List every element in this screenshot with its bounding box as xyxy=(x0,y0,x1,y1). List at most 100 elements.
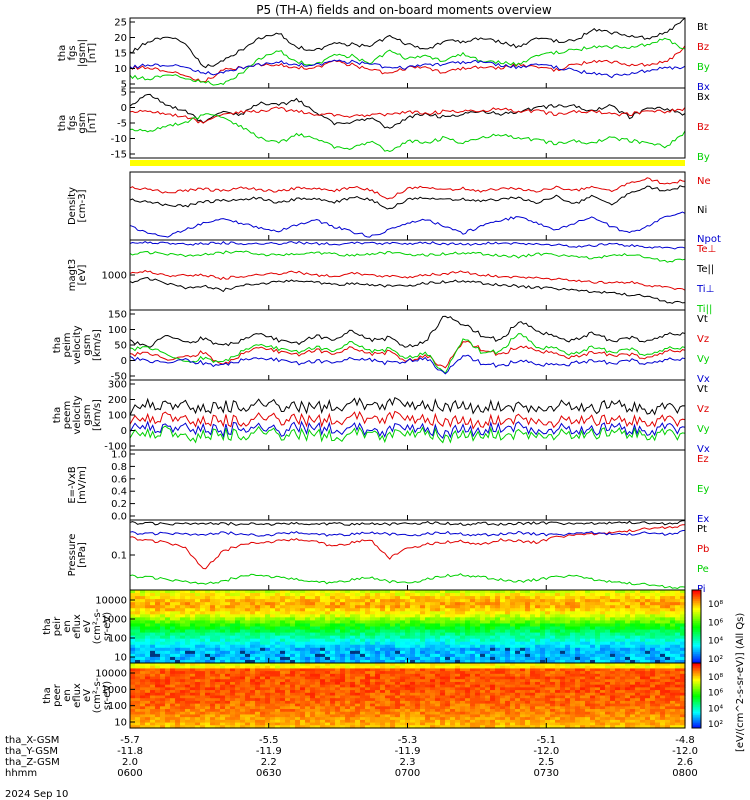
peer-spectrogram-cell xyxy=(650,668,656,672)
peir-spectrogram-cell xyxy=(450,644,456,649)
peir-spectrogram-cell xyxy=(455,620,461,625)
peir-spectrogram-cell xyxy=(325,614,331,618)
peer-spectrogram-cell xyxy=(190,668,196,672)
peer-spectrogram-cell xyxy=(225,668,231,672)
peer-spectrogram-cell xyxy=(455,690,461,694)
peir-spectrogram-cell xyxy=(450,605,456,609)
peer-spectrogram-cell xyxy=(130,706,136,710)
peer-spectrogram-cell xyxy=(135,668,141,672)
peer-spectrogram-cell xyxy=(330,663,336,667)
peir-spectrogram-cell xyxy=(480,602,486,606)
peir-spectrogram-cell xyxy=(475,605,481,609)
fgs-gsm-ylabel-line: gsm xyxy=(77,112,88,133)
peer-spectrogram-cell xyxy=(250,695,256,699)
fgs-gsm-legend-bx: Bx xyxy=(697,92,710,103)
peir-spectrogram-cell xyxy=(605,593,611,597)
peer-spectrogram-cell xyxy=(270,706,276,710)
peir-spectrogram-cell xyxy=(215,632,221,637)
peir-spectrogram-cell xyxy=(295,608,301,612)
peir-spectrogram-cell xyxy=(390,596,396,600)
peir-spectrogram-cell xyxy=(665,644,671,649)
peer-spectrogram-cell xyxy=(595,690,601,694)
peir-spectrogram-cell xyxy=(400,650,406,655)
peer-spectrogram-cell xyxy=(250,676,256,680)
peir-spectrogram-cell xyxy=(400,599,406,603)
peir-spectrogram-cell xyxy=(265,593,271,597)
peir-spectrogram-cell xyxy=(200,659,206,664)
peir-spectrogram-cell xyxy=(185,650,191,655)
peir-spectrogram-cell xyxy=(310,605,316,609)
peir-spectrogram-cell xyxy=(270,638,276,643)
peer-spectrogram-cell xyxy=(130,668,136,672)
peir-spectrogram-cell xyxy=(485,611,491,615)
peer-spectrogram-cell xyxy=(250,698,256,702)
fgs-mag-series-bz xyxy=(129,45,686,83)
peir-spectrogram-cell xyxy=(140,650,146,655)
peer-spectrogram-cell xyxy=(410,709,416,713)
peir-spectrogram-cell xyxy=(170,629,176,634)
peir-spectrogram-cell xyxy=(655,635,661,640)
peir-spectrogram-cell xyxy=(650,617,656,622)
peir-spectrogram-cell xyxy=(385,653,391,658)
peir-spectrogram-cell xyxy=(195,617,201,622)
peem-velocity-ytick-label: 100 xyxy=(108,411,127,422)
peer-spectrogram-cell xyxy=(135,679,141,683)
peer-spectrogram-cell xyxy=(380,711,386,716)
peer-spectrogram-cell xyxy=(295,700,301,705)
peer-spectrogram-cell xyxy=(185,687,191,691)
peir-spectrogram-cell xyxy=(555,608,561,612)
peer-spectrogram-cell xyxy=(315,668,321,672)
peer-spectrogram-cell xyxy=(535,673,541,678)
peer-spectrogram-cell xyxy=(375,673,381,678)
peer-spectrogram-cell xyxy=(475,690,481,694)
peir-spectrogram-cell xyxy=(630,641,636,646)
peir-spectrogram-cell xyxy=(160,593,166,597)
peir-spectrogram-cell xyxy=(625,653,631,658)
peir-spectrogram-cell xyxy=(615,596,621,600)
density-series-ni xyxy=(129,185,686,210)
fgs-mag-ylabel-line: tha xyxy=(57,45,68,61)
peir-spectrogram-cell xyxy=(385,593,391,597)
peer-spectrogram-cell xyxy=(670,709,676,713)
peer-spectrogram-cell xyxy=(425,698,431,702)
peir-spectrogram-cell xyxy=(545,614,551,618)
peer-spectrogram-cell xyxy=(190,692,196,697)
peer-spectrogram-cell xyxy=(675,695,681,699)
peir-spectrogram-cell xyxy=(475,617,481,622)
peir-spectrogram-cell xyxy=(555,659,561,664)
peir-spectrogram-cell xyxy=(355,638,361,643)
peer-spectrogram-cell xyxy=(400,671,406,675)
peer-spectrogram-cell xyxy=(435,706,441,710)
peer-spectrogram-cell xyxy=(220,700,226,705)
peir-spectrogram-cell xyxy=(540,650,546,655)
peer-spectrogram-cell xyxy=(410,706,416,710)
peir-spectrogram-cell xyxy=(215,644,221,649)
peer-spectrogram-cell xyxy=(385,698,391,702)
peir-spectrogram-cell xyxy=(445,623,451,628)
peir-spectrogram-cell xyxy=(455,647,461,652)
peir-spectrogram-cell xyxy=(605,656,611,661)
peir-spectrogram-cell xyxy=(350,638,356,643)
peer-spectrogram-cell xyxy=(475,671,481,675)
peir-spectrogram-cell xyxy=(240,590,246,594)
peir-spectrogram-cell xyxy=(300,641,306,646)
peer-spectrogram-cell xyxy=(340,679,346,683)
peer-spectrogram-cell xyxy=(135,692,141,697)
peir-spectrogram-cell xyxy=(370,650,376,655)
peir-spectrogram-cell xyxy=(485,614,491,618)
peir-spectrogram-cell xyxy=(355,611,361,615)
peir-spectrogram-cell xyxy=(505,632,511,637)
peir-spectrogram-cell xyxy=(550,608,556,612)
peer-spectrogram-cell xyxy=(320,703,326,707)
peer-spectrogram-cell xyxy=(565,681,571,686)
peir-spectrogram-cell xyxy=(510,653,516,658)
peer-spectrogram-cell xyxy=(585,690,591,694)
peir-spectrogram-cell xyxy=(165,590,171,594)
peir-spectrogram-cell xyxy=(620,641,626,646)
peer-spectrogram-cell xyxy=(270,676,276,680)
peer-spectrogram-cell xyxy=(670,698,676,702)
peir-spectrogram-cell xyxy=(590,629,596,634)
peir-spectrogram-cell xyxy=(480,620,486,625)
peir-spectrogram-cell xyxy=(420,632,426,637)
peer-spectrogram-cell xyxy=(590,695,596,699)
